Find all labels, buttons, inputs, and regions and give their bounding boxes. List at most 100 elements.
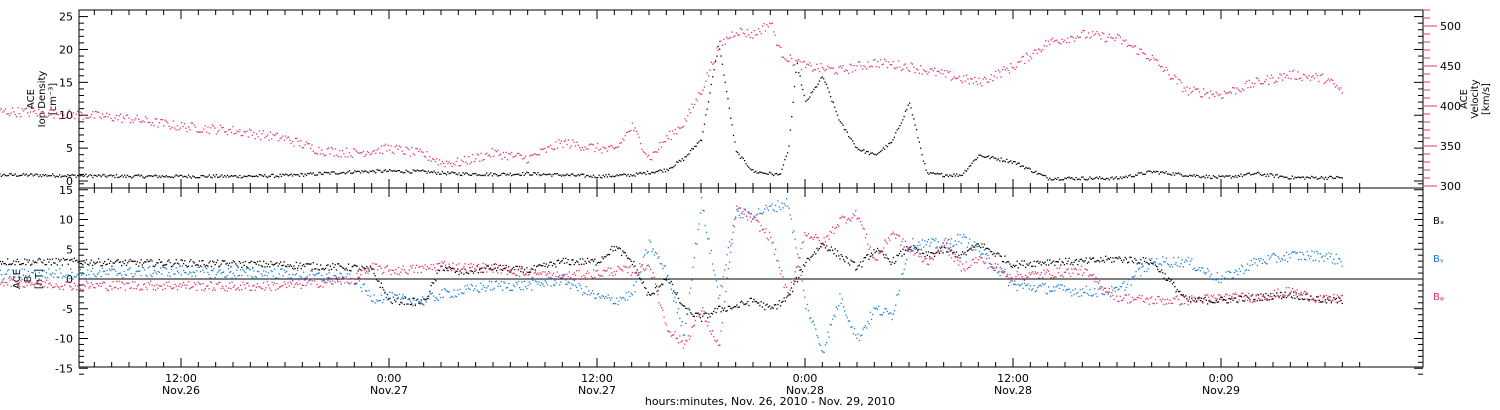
field-series-by-point bbox=[759, 212, 761, 215]
field-series-bx-point bbox=[1117, 258, 1119, 260]
density-series-point bbox=[839, 121, 841, 123]
velocity-series-point bbox=[265, 135, 267, 137]
field-series-bx-point bbox=[199, 265, 202, 267]
field-series-by-point bbox=[320, 278, 322, 281]
field-series-bx-point bbox=[966, 250, 968, 252]
density-series-point bbox=[36, 173, 39, 176]
field-series-bx-point bbox=[753, 298, 755, 301]
field-series-by-point bbox=[936, 246, 938, 248]
field-series-bx-point bbox=[738, 306, 740, 308]
field-series-by-point bbox=[198, 266, 200, 268]
density-series-point bbox=[642, 171, 645, 174]
field-series-by-point bbox=[906, 259, 908, 261]
field-series-bx-point bbox=[680, 303, 682, 305]
field-series-by-point bbox=[738, 214, 740, 216]
field-series-bx-point bbox=[468, 272, 470, 275]
density-series-point bbox=[1155, 170, 1158, 172]
field-series-by-point bbox=[94, 275, 96, 277]
field-series-by-point bbox=[9, 275, 11, 278]
density-series-point bbox=[676, 161, 678, 163]
velocity-series-point bbox=[77, 110, 79, 112]
field-series-by-point bbox=[89, 277, 91, 279]
density-series-point bbox=[248, 175, 251, 177]
density-series-point bbox=[895, 132, 897, 134]
field-series-bz-point bbox=[196, 289, 198, 292]
field-series-by-point bbox=[958, 240, 960, 243]
field-series-by-point bbox=[1137, 268, 1140, 270]
field-series-bx-point bbox=[1283, 296, 1285, 298]
field-series-bz-point bbox=[266, 281, 268, 283]
field-series-bx-point bbox=[1107, 257, 1109, 259]
field-series-by-point bbox=[1319, 253, 1322, 255]
field-series-bx-point bbox=[1083, 261, 1085, 263]
density-series-point bbox=[239, 174, 241, 177]
field-series-by-point bbox=[628, 291, 630, 293]
field-series-by-point bbox=[1205, 272, 1207, 274]
velocity-series-point bbox=[1039, 49, 1041, 51]
velocity-series-point bbox=[1315, 73, 1317, 75]
velocity-series-point bbox=[970, 78, 972, 80]
density-series-point bbox=[318, 171, 320, 174]
field-series-bz-point bbox=[573, 272, 575, 274]
field-series-by-point bbox=[1101, 293, 1103, 295]
velocity-series-point bbox=[476, 153, 478, 155]
field-series-bz-point bbox=[89, 286, 91, 288]
field-series-by-point bbox=[794, 238, 796, 240]
field-series-bx-point bbox=[241, 266, 243, 269]
density-series-point bbox=[172, 177, 174, 179]
field-series-by-point bbox=[487, 285, 489, 287]
density-series-point bbox=[72, 174, 75, 176]
field-series-by-point bbox=[799, 266, 801, 269]
velocity-series-point bbox=[1053, 41, 1055, 43]
velocity-series-point bbox=[1176, 83, 1178, 85]
field-series-bz-point bbox=[527, 274, 529, 276]
density-series-point bbox=[243, 175, 245, 177]
velocity-series-point bbox=[22, 110, 25, 112]
field-series-by-point bbox=[743, 208, 745, 210]
field-series-bx-point bbox=[1126, 262, 1129, 264]
velocity-series-point bbox=[122, 116, 125, 118]
field-series-bx-point bbox=[17, 261, 20, 263]
field-series-bz-point bbox=[184, 284, 186, 286]
field-series-bx-point bbox=[1017, 267, 1019, 269]
density-series-point bbox=[389, 168, 391, 171]
density-series-point bbox=[16, 175, 18, 177]
velocity-series-point bbox=[469, 163, 471, 165]
field-series-by-point bbox=[1012, 283, 1015, 285]
velocity-series-point bbox=[1179, 79, 1181, 81]
field-series-bx-point bbox=[544, 265, 546, 267]
velocity-series-point bbox=[609, 145, 611, 147]
field-series-bx-point bbox=[95, 262, 97, 264]
density-series-point bbox=[1191, 175, 1194, 177]
field-series-by-point bbox=[1162, 256, 1164, 258]
field-series-bx-point bbox=[857, 265, 859, 267]
field-series-bz-point bbox=[118, 280, 120, 283]
field-series-bx-point bbox=[941, 246, 943, 248]
velocity-series-point bbox=[595, 147, 597, 149]
field-series-by-point bbox=[229, 271, 231, 273]
density-series-point bbox=[438, 173, 441, 175]
field-series-bz-point bbox=[292, 280, 294, 282]
density-series-point bbox=[1212, 175, 1214, 177]
field-series-by-point bbox=[566, 283, 568, 285]
velocity-series-point bbox=[193, 124, 195, 126]
field-series-by-point bbox=[1043, 284, 1045, 286]
field-series-bx-point bbox=[84, 262, 86, 264]
field-series-bx-point bbox=[22, 262, 24, 265]
field-series-by-point bbox=[923, 246, 925, 248]
field-series-bx-point bbox=[1096, 259, 1098, 262]
velocity-series-point bbox=[1297, 71, 1299, 73]
velocity-series-point bbox=[398, 145, 400, 147]
density-series-point bbox=[1244, 174, 1246, 176]
velocity-series-point bbox=[384, 143, 387, 145]
velocity-series-point bbox=[706, 72, 708, 74]
field-series-by-point bbox=[992, 266, 994, 268]
field-series-bx-point bbox=[329, 265, 331, 267]
field-series-bx-point bbox=[1029, 261, 1032, 264]
density-series-point bbox=[14, 173, 16, 175]
field-series-by-point bbox=[333, 274, 335, 277]
field-series-bz-point bbox=[389, 269, 391, 271]
field-series-by-point bbox=[650, 241, 652, 243]
velocity-series-point bbox=[857, 61, 859, 63]
velocity-series-point bbox=[884, 58, 886, 60]
